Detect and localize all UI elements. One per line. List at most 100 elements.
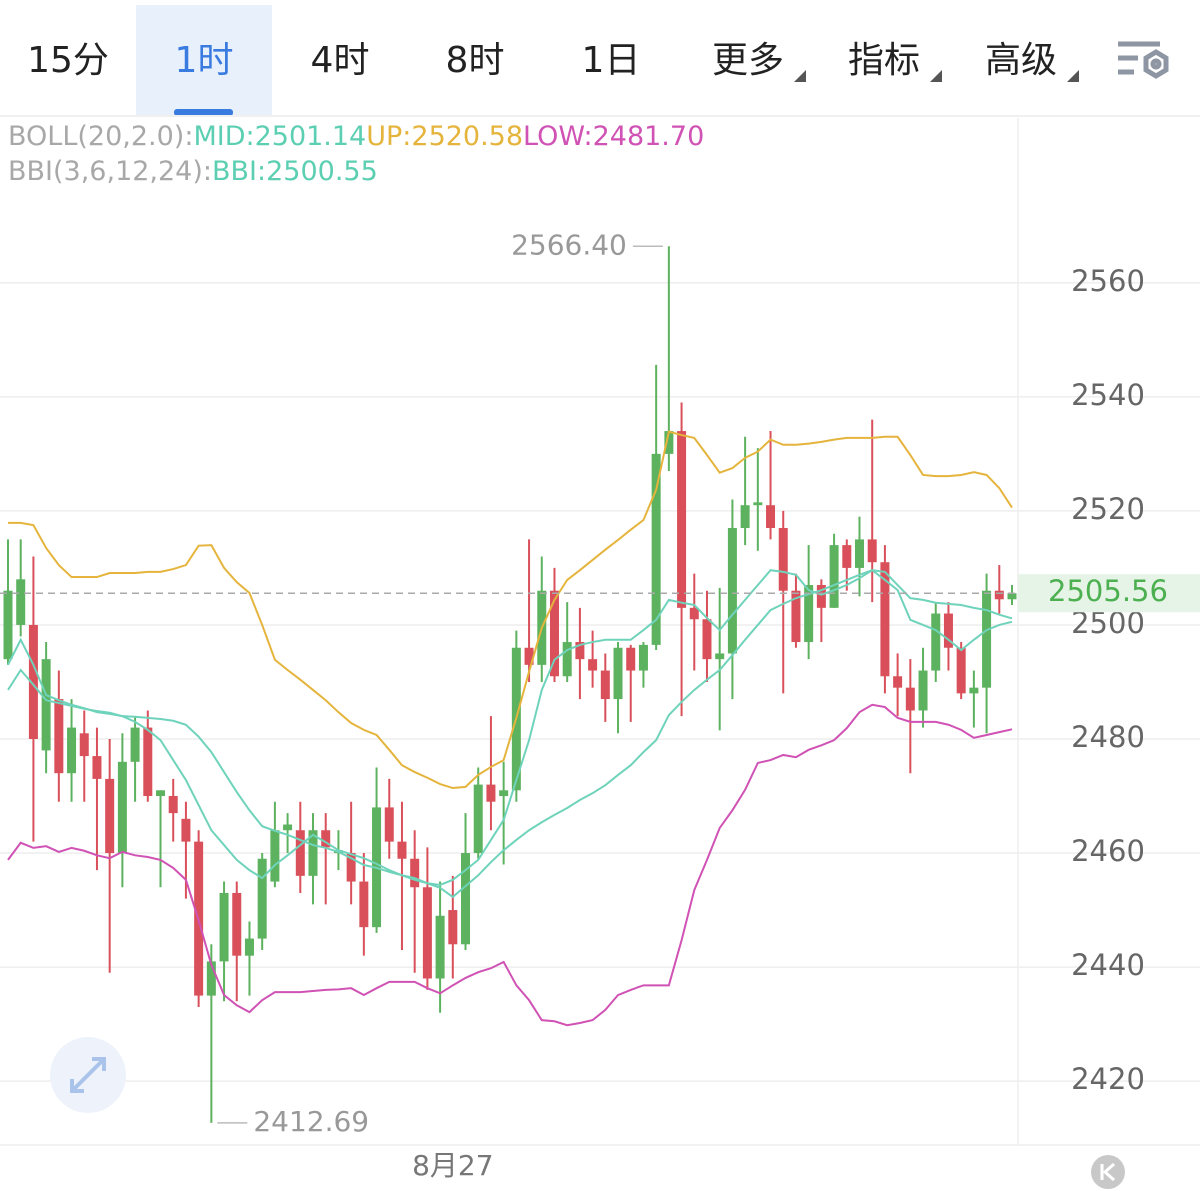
icon-gear bbox=[1143, 49, 1169, 79]
candle-body bbox=[181, 818, 191, 842]
min-label: 2412.69 bbox=[253, 1105, 369, 1138]
indicator-line bbox=[8, 430, 1013, 790]
candle-body bbox=[448, 910, 458, 945]
indicator-text: BBI(3,6,12,24): bbox=[8, 156, 212, 187]
indicator-text: LOW:2481.70 bbox=[523, 121, 704, 152]
tab[interactable]: 4时 bbox=[311, 40, 370, 81]
candle-body bbox=[893, 676, 903, 688]
candle-body bbox=[143, 727, 153, 797]
settings-icon[interactable] bbox=[1118, 41, 1169, 79]
indicator-legend: BOLL(20,2.0):MID:2501.14UP:2520.58LOW:24… bbox=[8, 121, 704, 152]
candle-body bbox=[804, 585, 814, 643]
candle-body bbox=[105, 778, 115, 854]
candle-body bbox=[244, 938, 254, 956]
y-tick-label: 2540 bbox=[1071, 378, 1145, 412]
tab[interactable]: 1时 bbox=[136, 5, 272, 116]
candle-body bbox=[79, 733, 89, 757]
tab-bar: 15分 1时 4时 8时 1日 更多 指标 高级 bbox=[27, 5, 1079, 116]
candle-body bbox=[651, 453, 661, 645]
last-price-label: 2505.56 bbox=[1048, 574, 1168, 608]
y-tick-label: 2560 bbox=[1071, 264, 1145, 298]
candle-body bbox=[702, 619, 712, 660]
candle-body bbox=[499, 790, 509, 797]
candle-body bbox=[626, 647, 636, 671]
candle-body bbox=[715, 653, 725, 660]
tab[interactable]: 指标 bbox=[848, 40, 942, 82]
candle-body bbox=[410, 858, 420, 888]
candle-body bbox=[67, 727, 77, 774]
candle-body bbox=[524, 647, 534, 665]
tab-underline bbox=[174, 109, 233, 116]
candle-body bbox=[943, 613, 953, 648]
candle-body bbox=[346, 853, 356, 882]
tab[interactable]: 高级 bbox=[985, 40, 1079, 82]
candle-body bbox=[283, 824, 293, 831]
y-tick-label: 2480 bbox=[1071, 720, 1145, 754]
scroll-latest-button[interactable] bbox=[1091, 1155, 1125, 1189]
candle-body bbox=[41, 659, 51, 751]
candle-body bbox=[1007, 593, 1017, 600]
candle-body bbox=[206, 961, 216, 996]
candle-body bbox=[397, 841, 407, 859]
tab[interactable]: 8时 bbox=[446, 40, 505, 81]
indicator-line bbox=[7, 569, 1013, 899]
fullscreen-button[interactable] bbox=[50, 1037, 126, 1113]
candle-body bbox=[117, 761, 127, 854]
candle-body bbox=[740, 505, 750, 529]
candle-body bbox=[753, 502, 763, 506]
candle-body bbox=[816, 585, 826, 608]
tab[interactable]: 15分 bbox=[27, 40, 109, 81]
tab[interactable]: 1日 bbox=[582, 40, 641, 81]
candle-body bbox=[638, 644, 648, 671]
candle-body bbox=[842, 545, 852, 568]
tab-label: 1时 bbox=[175, 40, 234, 81]
dropdown-caret bbox=[930, 70, 942, 82]
candle-body bbox=[130, 727, 140, 762]
max-label: 2566.40 bbox=[511, 228, 627, 261]
icon bbox=[1100, 1162, 1115, 1182]
candle-body bbox=[232, 892, 242, 956]
tab-label: 4时 bbox=[311, 40, 370, 81]
tab[interactable]: 更多 bbox=[712, 40, 806, 82]
candle-body bbox=[588, 659, 598, 671]
candle-body bbox=[308, 830, 318, 876]
candle-body bbox=[613, 647, 623, 700]
candle-body bbox=[575, 642, 585, 660]
candle-body bbox=[791, 590, 801, 643]
tab-label: 15分 bbox=[27, 40, 109, 81]
tab-label: 更多 bbox=[712, 40, 784, 81]
candle-body bbox=[931, 613, 941, 671]
indicator-text: MID:2501.14 bbox=[193, 121, 366, 152]
candle-body bbox=[956, 647, 966, 694]
indicator-text: BBI:2500.55 bbox=[212, 156, 378, 187]
tab-label: 1日 bbox=[582, 40, 641, 81]
indicator-text: BOLL(20,2.0): bbox=[8, 121, 193, 152]
candle-body bbox=[982, 590, 992, 688]
y-tick-label: 2420 bbox=[1071, 1062, 1145, 1096]
candle-body bbox=[92, 756, 102, 779]
y-tick-label: 2460 bbox=[1071, 834, 1145, 868]
dropdown-caret bbox=[1067, 70, 1079, 82]
tab-label: 指标 bbox=[848, 40, 920, 81]
plot: 24202440246024802500252025402560BOLL(20,… bbox=[0, 118, 1200, 1182]
candle-body bbox=[854, 539, 864, 568]
candle-body bbox=[727, 528, 737, 654]
candle-body bbox=[994, 590, 1004, 600]
candle-body bbox=[969, 687, 979, 694]
candle-body bbox=[359, 881, 369, 928]
candle-body bbox=[3, 590, 13, 660]
y-tick-label: 2520 bbox=[1071, 492, 1145, 526]
candle-body bbox=[54, 699, 64, 774]
indicator-line bbox=[7, 703, 1013, 1027]
candle-body bbox=[257, 858, 267, 939]
candle-body bbox=[918, 670, 928, 711]
candle-body bbox=[156, 790, 166, 797]
candle-body bbox=[295, 830, 305, 876]
candle-body bbox=[384, 807, 394, 842]
candle-body bbox=[549, 590, 559, 677]
indicator-text: UP:2520.58 bbox=[366, 121, 523, 152]
candle-body bbox=[689, 607, 699, 620]
candle-body bbox=[168, 796, 178, 814]
candle-body bbox=[880, 562, 890, 677]
candle-body bbox=[778, 528, 788, 591]
